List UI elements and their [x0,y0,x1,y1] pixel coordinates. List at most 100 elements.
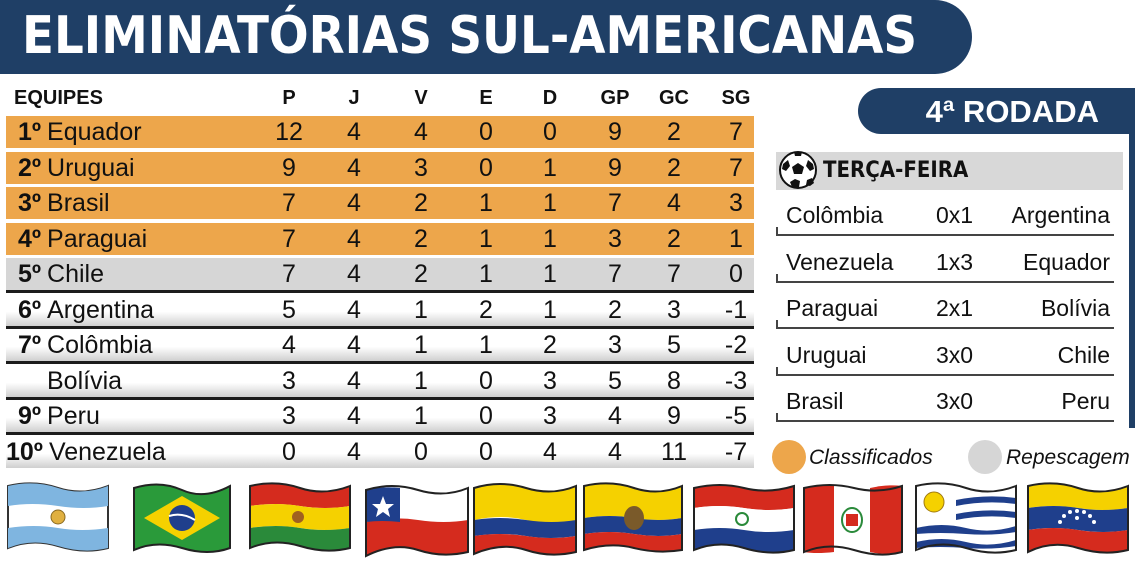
stat-j: 4 [347,366,361,395]
stat-gc: 3 [667,295,681,324]
stat-p: 5 [282,295,296,324]
table-row: 9º Peru 3 4 1 0 3 4 9 -5 [6,400,754,432]
stat-gc: 9 [667,402,681,430]
stat-v: 3 [414,153,428,182]
position-label: 3º [18,189,42,217]
stat-gp: 9 [608,153,622,182]
position-label: 6º [18,295,42,324]
brazil-flag [133,483,231,553]
stat-gc: 8 [667,366,681,395]
stat-e: 0 [479,366,493,395]
stat-sg: 0 [729,260,743,288]
team-cell: 9º Peru [18,400,100,432]
stat-sg: -7 [724,437,748,466]
stat-d: 1 [543,224,557,253]
stat-j: 4 [347,295,361,324]
stat-v: 2 [414,260,428,288]
team-name: Equador [47,118,142,146]
match-score: 2x1 [936,295,974,321]
stat-gc: 7 [667,260,681,288]
soccer-ball-icon [779,151,817,189]
stat-j: 4 [347,437,361,466]
team-cell: 3º Brasil [18,187,110,219]
stat-gp: 9 [608,118,622,146]
team-name: Paraguai [47,224,148,253]
stat-gp: 3 [608,331,622,359]
stat-j: 4 [347,224,361,253]
stat-j: 4 [347,153,361,182]
classified-legend-label: Classificados [809,446,933,469]
table-row: 10º Venezuela 0 4 0 0 4 4 11 -7 [6,435,754,468]
position-label: 4º [18,224,42,253]
home-team: Paraguai [786,295,879,321]
stat-e: 1 [479,331,493,359]
away-team: Bolívia [1040,295,1110,321]
day-header [776,152,1123,190]
column-header-equipes: EQUIPES [14,87,103,109]
column-header-e: E [479,87,493,109]
ecuador-flag [583,482,683,553]
position-label: 7º [18,331,42,359]
team-cell: 2º Uruguai [18,152,135,184]
position-label: 5º [18,260,42,288]
column-header-gc: GC [659,87,689,109]
playoff-legend-swatch [968,440,1002,474]
column-header-d: D [542,87,558,109]
team-name: Venezuela [48,437,166,466]
classified-legend-swatch [772,440,806,474]
stat-p: 3 [282,366,296,395]
stat-sg: -3 [724,366,748,395]
panel-border [1129,88,1135,428]
stat-d: 2 [543,331,557,359]
stat-v: 0 [414,437,428,466]
title-banner: ELIMINATÓRIAS SUL-AMERICANAS [0,0,972,74]
stat-p: 7 [282,224,296,253]
stat-gc: 2 [667,118,681,146]
match-score: 3x0 [936,341,974,368]
stat-j: 4 [347,118,361,146]
stat-e: 1 [479,260,493,288]
stat-gc: 2 [667,224,681,253]
team-cell: Bolívia [18,365,122,397]
stat-d: 1 [543,295,557,324]
table-row: 7º Colômbia 4 4 1 1 2 3 5 -2 [6,329,754,361]
stat-v: 1 [414,295,428,324]
stat-e: 1 [479,224,493,253]
match-underline [776,373,1114,376]
round-tab: 4ª RODADA [858,88,1135,134]
match-score: 1x3 [936,248,974,275]
stat-gp: 3 [608,224,622,253]
stat-gp: 2 [608,295,622,324]
match-row: Uruguai 3x0 Chile [776,336,1114,376]
stat-sg: 1 [729,224,743,253]
stat-p: 0 [282,437,296,466]
position-label: 2º [18,153,42,182]
colombia-flag [473,483,577,556]
stat-v: 1 [414,402,428,430]
chile-flag [365,485,469,558]
stat-sg: 7 [729,118,743,146]
stat-d: 3 [543,402,557,430]
team-name: Brasil [47,189,110,217]
row-divider [6,361,754,364]
stat-gp: 4 [608,402,622,430]
row-divider [6,290,754,293]
team-name: Uruguai [47,153,135,182]
team-name: Colômbia [47,331,153,359]
match-underline [776,420,1114,422]
stat-d: 1 [543,260,557,288]
stat-sg: 7 [729,153,743,182]
match-underline [776,327,1114,329]
team-cell: 7º Colômbia [18,329,153,361]
away-team: Argentina [1011,202,1110,228]
uruguay-flag [915,482,1017,554]
table-row: 5º Chile 7 4 2 1 1 7 7 0 [6,258,754,290]
stat-v: 2 [414,189,428,217]
stat-p: 4 [282,331,296,359]
team-cell: 6º Argentina [18,294,154,326]
day-label: TERÇA-FEIRA [823,158,969,183]
stat-v: 1 [414,366,428,395]
column-header-v: V [414,87,428,109]
stat-d: 1 [543,153,557,182]
stat-gp: 7 [608,189,622,217]
